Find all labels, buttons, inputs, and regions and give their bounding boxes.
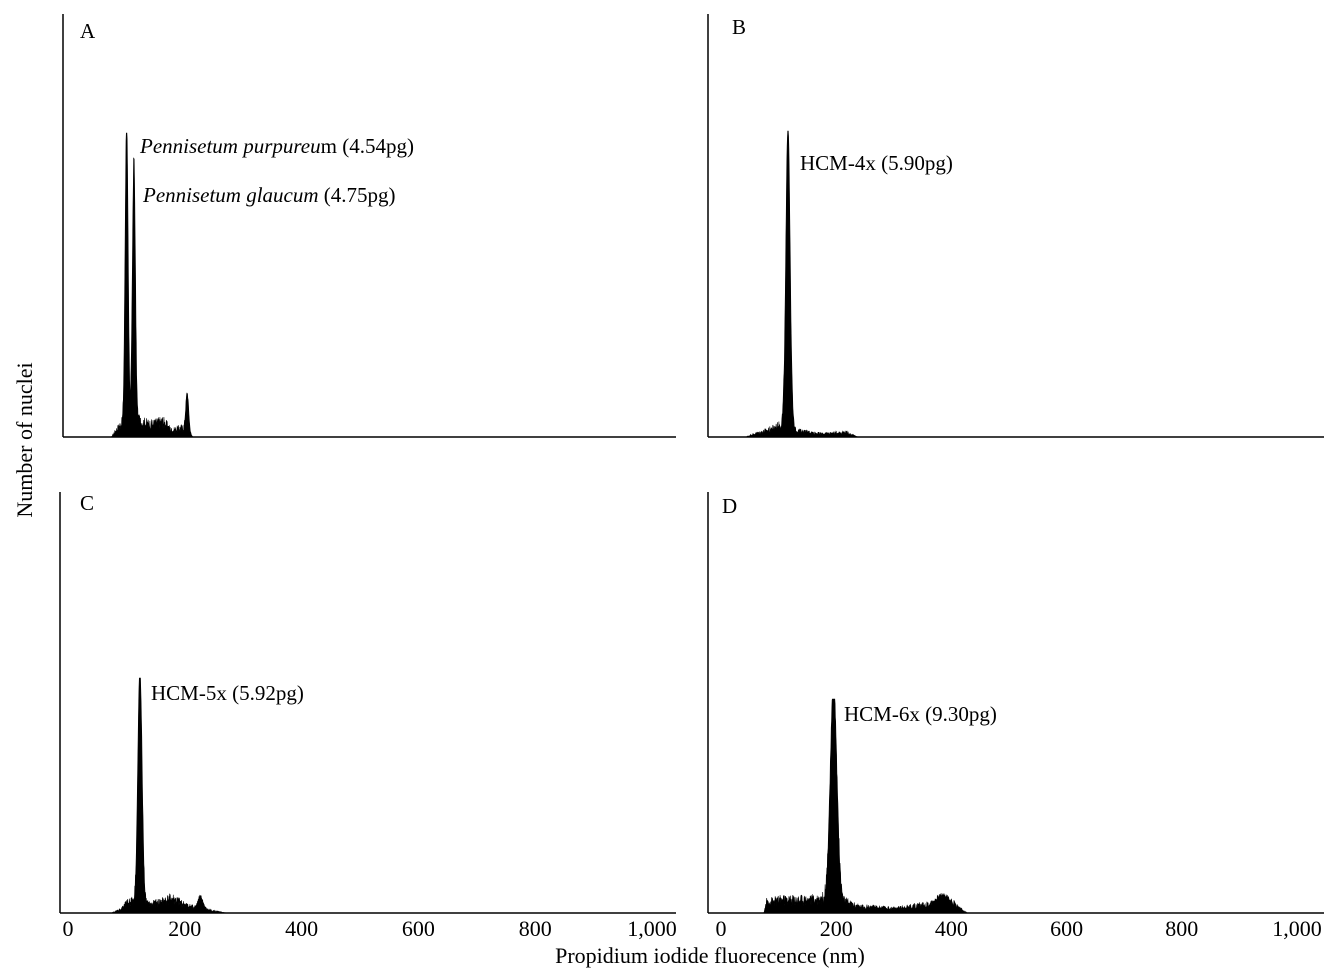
panel-a-letter: A [80,19,96,43]
panel-b-annotation: HCM-4x (5.90pg) [800,151,953,175]
panel-a-annotation-1: Pennisetum purpureum (4.54pg) [139,134,414,158]
panel-a-annotation-1-italic: Pennisetum purpureu [139,134,321,158]
panel-b: B HCM-4x (5.90pg) [707,14,1324,438]
panel-c-annotation: HCM-5x (5.92pg) [151,681,304,705]
panel-d-letter: D [722,494,737,518]
panel-d-annotation: HCM-6x (9.30pg) [844,702,997,726]
panel-d-x-tick-label: 0 [716,916,727,941]
histogram-panel-c [111,677,227,914]
panel-c-plot [111,677,227,914]
panel-d-x-tick-label: 400 [935,916,968,941]
panel-c-x-tick-label: 1,000 [627,916,677,941]
panel-a-plot [110,132,195,438]
panel-a-annotation-2-plain: (4.75pg) [319,183,396,207]
panel-d-x-tick-label: 200 [820,916,853,941]
panel-a-annotation-2-italic: Pennisetum glaucum [142,183,319,207]
panel-d-plot [763,698,969,914]
x-axis-title: Propidium iodide fluorecence (nm) [555,943,865,968]
panel-b-letter: B [732,15,746,39]
panel-c-letter: C [80,491,94,515]
panel-c-x-tick-label: 200 [168,916,201,941]
panel-d: D HCM-6x (9.30pg) 0 200 400 600 800 1,000 [707,492,1324,941]
histogram-panel-a [110,132,195,438]
panel-c-x-tick-label: 400 [285,916,318,941]
panel-d-x-tick-label: 1,000 [1272,916,1322,941]
panel-c-x-ticks: 0 200 400 600 800 1,000 [63,916,677,941]
histogram-panel-d [763,698,969,914]
panel-c-x-tick-label: 600 [402,916,435,941]
histogram-panel-b [745,130,858,438]
panel-c-x-tick-label: 0 [63,916,74,941]
panel-c: C HCM-5x (5.92pg) 0 200 400 600 800 1,000 [59,491,677,941]
panel-a: A Pennisetum purpureum (4.54pg) Penniset… [62,14,676,438]
y-axis-title: Number of nuclei [12,362,37,517]
panel-a-annotation-2: Pennisetum glaucum (4.75pg) [142,183,396,207]
panel-d-x-tick-label: 600 [1050,916,1083,941]
panel-b-plot [745,130,858,438]
panel-c-x-tick-label: 800 [519,916,552,941]
panel-d-x-tick-label: 800 [1165,916,1198,941]
panel-a-annotation-1-plain: m (4.54pg) [321,134,414,158]
panel-d-x-ticks: 0 200 400 600 800 1,000 [716,916,1322,941]
